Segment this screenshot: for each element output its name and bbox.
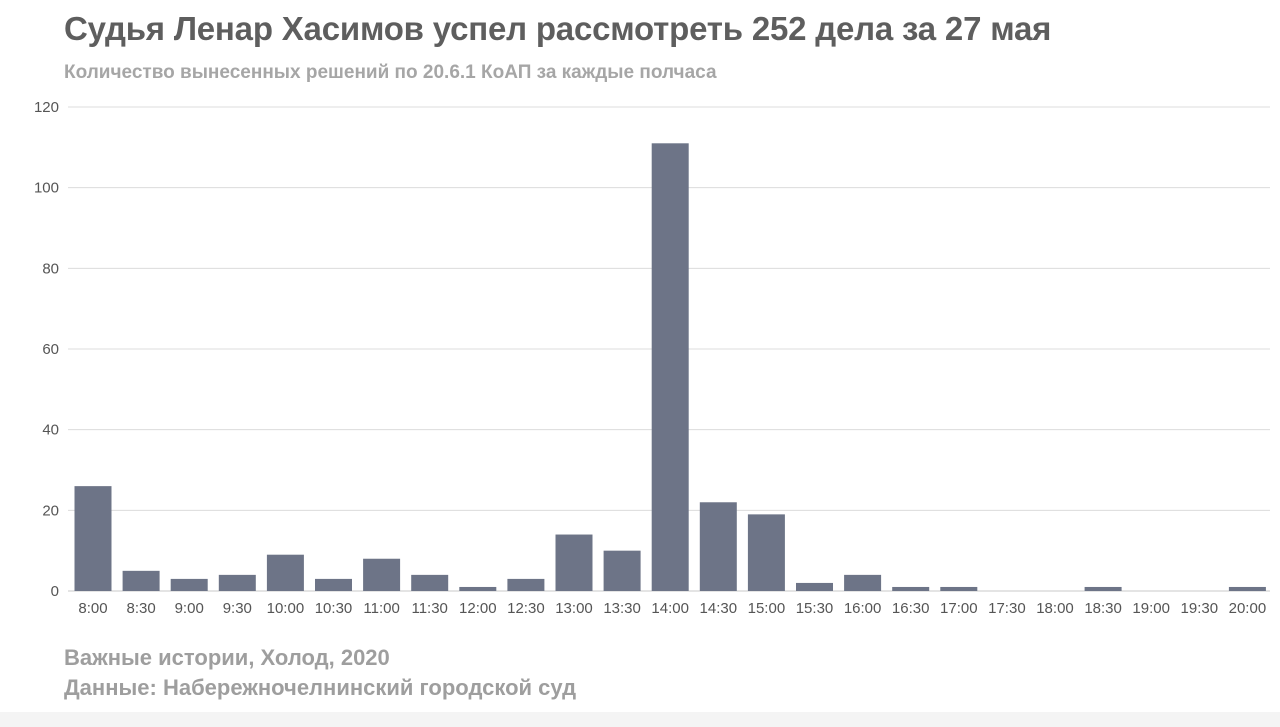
x-axis-ticks: 8:00 8:30 9:00 9:30 10:00 10:30 11:00 11:30 12:0…	[78, 600, 1266, 617]
y-tick-label: 0	[51, 583, 59, 600]
bar-20-00	[1228, 586, 1266, 591]
chart-title: Судья Ленар Хасимов успел рассмотреть 25…	[64, 10, 1052, 47]
bottom-strip	[0, 712, 1280, 727]
x-tick-label: 13:30	[603, 600, 641, 617]
data-source: Данные: Набережночелнинский городской су…	[64, 675, 577, 700]
x-tick-label: 12:30	[507, 600, 545, 617]
y-tick-label: 20	[42, 502, 59, 519]
x-tick-label: 18:00	[1036, 600, 1074, 617]
x-tick-label: 9:30	[223, 600, 252, 617]
x-tick-label: 14:00	[651, 600, 689, 617]
y-tick-label: 100	[34, 180, 59, 197]
bar-10-30	[315, 578, 352, 591]
x-tick-label: 10:00	[267, 600, 305, 617]
bar-9-00	[170, 578, 208, 591]
bar-11-30	[411, 574, 449, 591]
x-tick-label: 16:00	[844, 600, 882, 617]
bar-15-30	[796, 582, 833, 591]
x-tick-label: 12:00	[459, 600, 497, 617]
x-tick-label: 17:30	[988, 600, 1026, 617]
x-tick-label: 16:30	[892, 600, 930, 617]
x-tick-label: 17:00	[940, 600, 978, 617]
bar-14-30	[699, 502, 737, 591]
x-tick-label: 15:30	[796, 600, 834, 617]
bar-9-30	[218, 574, 256, 591]
source-credit: Важные истории, Холод, 2020	[64, 645, 390, 670]
x-tick-label: 15:00	[748, 600, 786, 617]
y-axis-ticks: 0 20 40 60 80 100 120	[34, 99, 59, 600]
bar-8-00	[74, 486, 112, 591]
y-tick-label: 60	[42, 341, 59, 358]
y-tick-label: 120	[34, 99, 59, 116]
x-tick-label: 9:00	[175, 600, 204, 617]
bar-15-00	[747, 514, 785, 591]
bar-12-30	[507, 578, 545, 591]
x-tick-label: 19:30	[1181, 600, 1219, 617]
x-tick-label: 14:30	[700, 600, 738, 617]
x-tick-label: 10:30	[315, 600, 353, 617]
x-tick-label: 20:00	[1229, 600, 1267, 617]
chart-subtitle: Количество вынесенных решений по 20.6.1 …	[64, 62, 717, 83]
bar-10-00	[266, 554, 304, 591]
x-tick-label: 18:30	[1084, 600, 1122, 617]
bar-12-00	[459, 586, 497, 591]
bar-chart: 0 20 40 60 80 100 120 8:00 8:30 9:00 9:30 10:00 10:…	[34, 99, 1270, 617]
bar-18-30	[1084, 586, 1122, 591]
bar-13-30	[603, 550, 641, 591]
x-tick-label: 11:00	[363, 600, 399, 617]
bar-14-00	[651, 143, 689, 592]
bar-11-00	[363, 558, 401, 591]
x-tick-label: 11:30	[411, 600, 447, 617]
y-tick-label: 80	[42, 260, 59, 277]
bar-17-00	[940, 586, 978, 591]
x-tick-label: 19:00	[1132, 600, 1170, 617]
bars	[74, 143, 1266, 592]
x-tick-label: 8:30	[126, 600, 155, 617]
x-tick-label: 13:00	[555, 600, 593, 617]
y-tick-label: 40	[42, 422, 59, 439]
bar-16-00	[844, 574, 882, 591]
bar-16-30	[892, 586, 930, 591]
bar-8-30	[122, 570, 160, 591]
bar-13-00	[555, 534, 593, 591]
x-tick-label: 8:00	[78, 600, 107, 617]
